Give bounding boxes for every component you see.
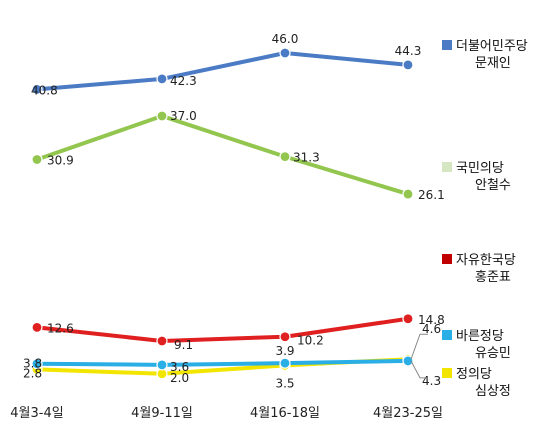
- data-label-2-3: 14.8: [418, 313, 445, 327]
- legend-swatch-4: [442, 368, 452, 378]
- series-line-0: [35, 51, 410, 92]
- data-label-4-0: 2.8: [23, 366, 42, 380]
- legend-label-1-0: 국민의당: [456, 161, 504, 176]
- data-point-1-0: [31, 153, 43, 166]
- series-markers: [31, 47, 414, 380]
- data-point-0-2: [279, 47, 291, 59]
- data-label-2-0: 12.6: [47, 321, 74, 335]
- data-point-3-2: [279, 357, 291, 369]
- legend-label-0-0: 더불어민주당: [456, 39, 528, 54]
- legend-label-1-1: 안철수: [475, 178, 511, 193]
- legend-label-3-0: 바른정당: [456, 329, 504, 344]
- series-line-2: [35, 316, 410, 344]
- data-label-2-2: 10.2: [297, 334, 324, 348]
- data-point-0-0: [31, 83, 43, 96]
- data-label-1-3: 26.1: [418, 188, 445, 202]
- legend-label-3-1: 유승민: [475, 346, 511, 361]
- legend-swatch-3: [442, 330, 452, 340]
- leader-line-upper: [410, 333, 428, 360]
- series-line-3: [35, 358, 410, 367]
- legend-label-2-0: 자유한국당: [456, 253, 516, 268]
- data-label-3-3: 4.3: [422, 374, 441, 388]
- x-tick-label-3: 4월23-25일: [373, 406, 443, 421]
- data-point-1-3: [402, 188, 414, 200]
- leader-line-lower: [410, 360, 428, 379]
- data-point-3-1: [156, 359, 168, 371]
- data-label-3-2: 3.9: [275, 344, 294, 358]
- data-labels: 2.8 2.0 3.5 4.6 3.8 3.6 3.9 4.3 12.6 9.1 10.2 14.8 3…: [23, 32, 445, 390]
- x-tick-label-2: 4월16-18일: [250, 406, 320, 421]
- data-point-0-3: [402, 59, 414, 71]
- legend-label-4-1: 심상정: [475, 384, 511, 399]
- data-label-1-1: 37.0: [170, 109, 197, 123]
- x-axis: 4월3-4일 4월9-11일 4월16-18일 4월23-25일: [10, 406, 443, 421]
- data-point-1-1: [156, 110, 168, 122]
- data-label-0-2: 46.0: [272, 32, 299, 46]
- data-label-1-0: 30.9: [47, 154, 74, 168]
- data-label-4-2: 3.5: [275, 376, 294, 390]
- data-point-0-1: [156, 73, 168, 85]
- data-point-3-3: [402, 355, 414, 367]
- data-point-2-0: [31, 321, 43, 333]
- legend-label-4-0: 정의당: [456, 367, 492, 382]
- data-label-0-3: 44.3: [395, 44, 422, 58]
- data-point-2-3: [402, 313, 414, 325]
- legend-label-0-1: 문재인: [475, 56, 511, 71]
- data-label-3-0: 3.8: [23, 357, 42, 371]
- data-label-0-0: 40.8: [31, 83, 58, 97]
- legend-swatch-0: [442, 40, 452, 50]
- x-tick-label-1: 4월9-11일: [131, 406, 193, 421]
- data-point-3-0: [31, 358, 43, 370]
- data-label-0-1: 42.3: [170, 74, 197, 88]
- data-point-2-1: [156, 335, 168, 347]
- series-line-1: [35, 114, 410, 197]
- series-lines: [35, 51, 410, 376]
- data-label-1-2: 31.3: [293, 151, 320, 165]
- data-label-3-1: 3.6: [170, 360, 189, 374]
- data-point-2-2: [279, 331, 291, 343]
- data-label-4-3: 4.6: [422, 322, 441, 336]
- data-label-4-1: 2.0: [170, 371, 189, 385]
- legend-swatch-2: [442, 254, 452, 264]
- data-point-1-2: [279, 151, 291, 163]
- data-label-2-1: 9.1: [174, 338, 193, 352]
- legend-swatch-1: [442, 162, 452, 172]
- legend-label-2-1: 홍준표: [475, 270, 511, 285]
- x-tick-label-0: 4월3-4일: [10, 406, 63, 421]
